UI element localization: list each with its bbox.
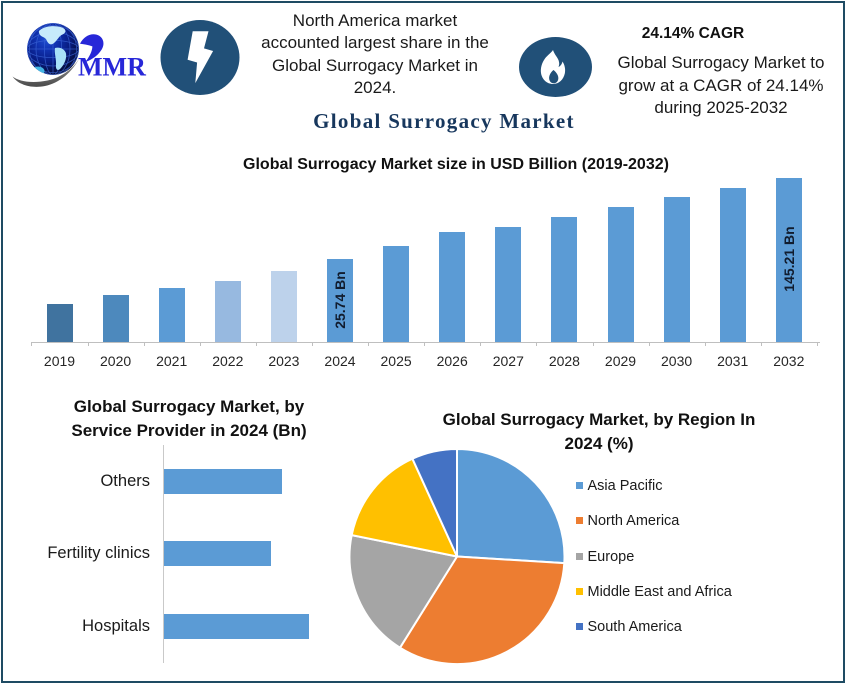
svg-text:MMR: MMR [78, 53, 146, 82]
